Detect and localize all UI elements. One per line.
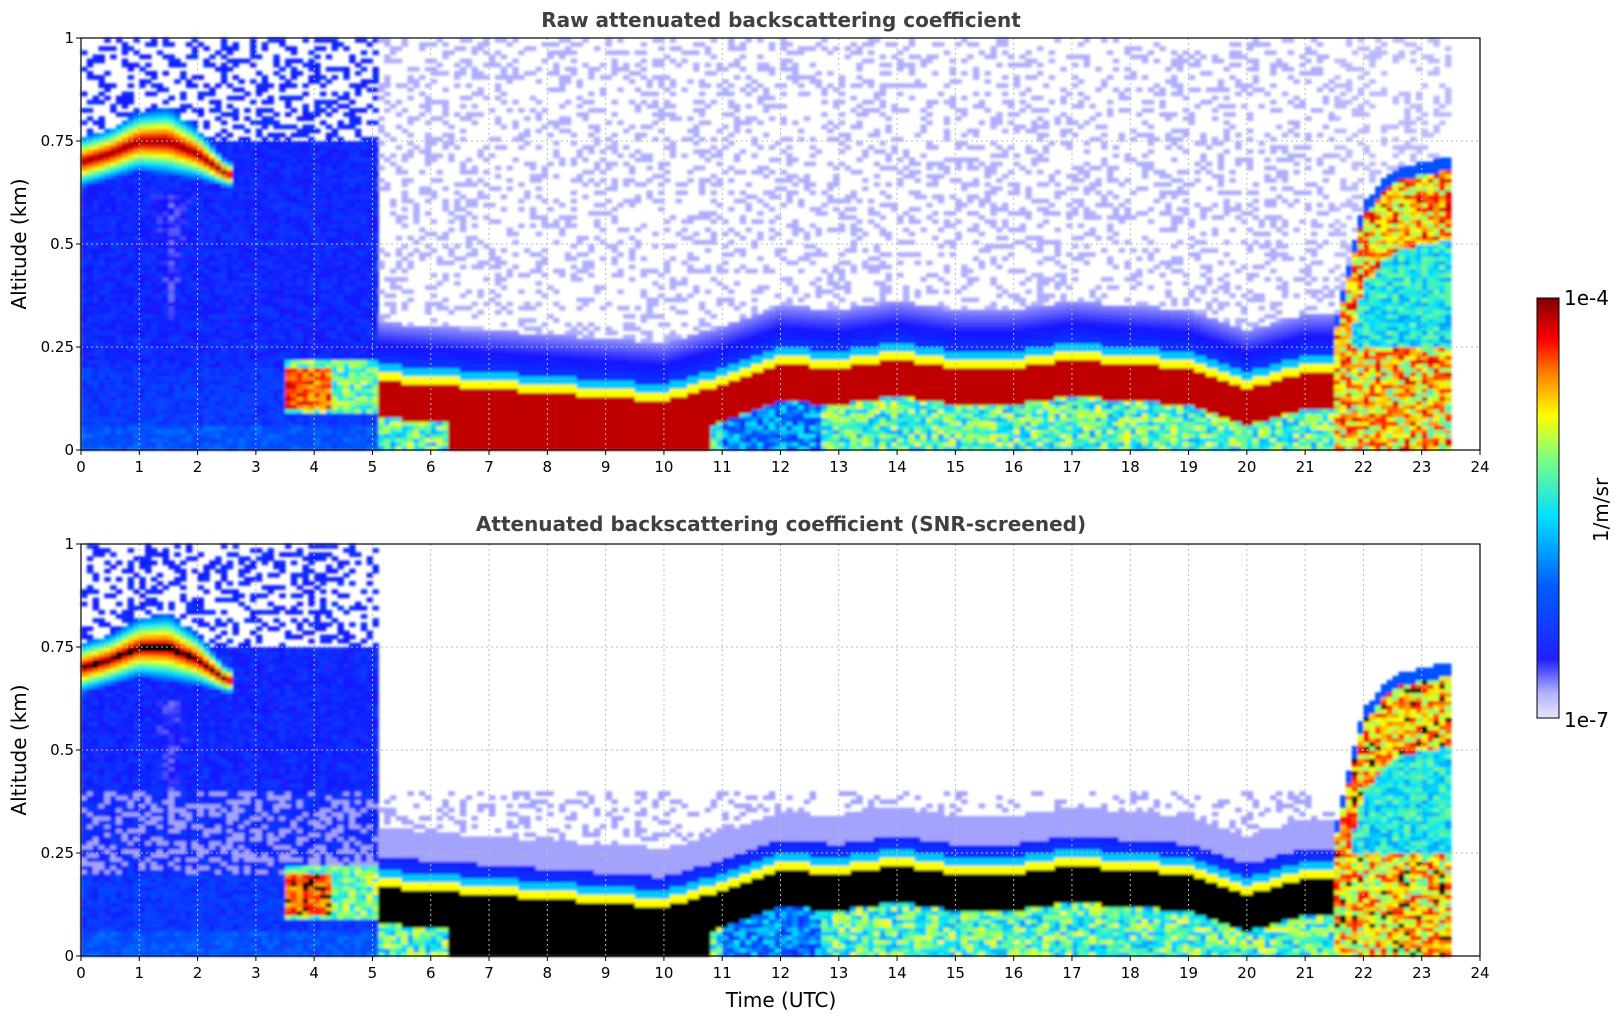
- x-tick-label: 22: [1354, 458, 1373, 476]
- y-tick-label: 1: [64, 29, 74, 47]
- x-tick-label: 6: [426, 964, 436, 982]
- x-tick-label: 12: [771, 458, 790, 476]
- raw-y-ticks: 0 0.25 0.5 0.75 1: [41, 29, 81, 459]
- screened-x-ticks: 0 1 2 3 4 5 6 7 8 9 10 11 12 13 14 15 16 17 18 19 20 21 22 23 24: [76, 956, 1489, 982]
- x-tick-label: 15: [946, 458, 965, 476]
- x-tick-label: 10: [654, 964, 673, 982]
- colorbar-max-label: 1e-4: [1564, 286, 1609, 310]
- x-tick-label: 9: [601, 964, 611, 982]
- raw-backscatter-panel: Raw attenuated backscattering coefficien…: [7, 8, 1490, 476]
- x-tick-label: 21: [1296, 458, 1315, 476]
- x-tick-label: 4: [309, 964, 319, 982]
- x-tick-label: 2: [193, 964, 203, 982]
- x-tick-label: 21: [1296, 964, 1315, 982]
- colorbar-scale: [1537, 298, 1559, 718]
- x-tick-label: 3: [251, 458, 261, 476]
- raw-panel-title: Raw attenuated backscattering coefficien…: [541, 8, 1021, 32]
- x-tick-label: 2: [193, 458, 203, 476]
- x-tick-label: 3: [251, 964, 261, 982]
- x-tick-label: 14: [888, 458, 907, 476]
- x-tick-label: 13: [829, 964, 848, 982]
- y-tick-label: 0.25: [41, 338, 74, 356]
- x-tick-label: 20: [1237, 458, 1256, 476]
- y-tick-label: 1: [64, 535, 74, 553]
- x-tick-label: 11: [713, 964, 732, 982]
- x-tick-label: 19: [1179, 458, 1198, 476]
- x-tick-label: 17: [1062, 458, 1081, 476]
- y-tick-label: 0.5: [50, 235, 74, 253]
- x-tick-label: 7: [484, 458, 494, 476]
- screened-y-ticks: 0 0.25 0.5 0.75 1: [41, 535, 81, 965]
- x-tick-label: 5: [368, 964, 378, 982]
- x-tick-label: 14: [888, 964, 907, 982]
- x-tick-label: 6: [426, 458, 436, 476]
- x-tick-label: 0: [76, 458, 86, 476]
- x-tick-label: 1: [135, 458, 145, 476]
- y-tick-label: 0.25: [41, 844, 74, 862]
- x-tick-label: 23: [1412, 458, 1431, 476]
- x-axis-label: Time (UTC): [725, 988, 837, 1012]
- y-tick-label: 0.75: [41, 132, 74, 150]
- x-tick-label: 18: [1121, 458, 1140, 476]
- screened-panel-title: Attenuated backscattering coefficient (S…: [476, 512, 1086, 536]
- screened-y-axis-label: Altitude (km): [7, 684, 31, 815]
- x-tick-label: 8: [543, 458, 553, 476]
- x-tick-label: 12: [771, 964, 790, 982]
- x-tick-label: 19: [1179, 964, 1198, 982]
- y-tick-label: 0: [64, 441, 74, 459]
- x-tick-label: 20: [1237, 964, 1256, 982]
- x-tick-label: 24: [1470, 458, 1489, 476]
- x-tick-label: 1: [135, 964, 145, 982]
- x-tick-label: 13: [829, 458, 848, 476]
- x-tick-label: 8: [543, 964, 553, 982]
- x-tick-label: 0: [76, 964, 86, 982]
- x-tick-label: 5: [368, 458, 378, 476]
- x-tick-label: 16: [1004, 458, 1023, 476]
- x-tick-label: 24: [1470, 964, 1489, 982]
- screened-backscatter-panel: Attenuated backscattering coefficient (S…: [7, 512, 1490, 1012]
- x-tick-label: 7: [484, 964, 494, 982]
- y-tick-label: 0: [64, 947, 74, 965]
- x-tick-label: 22: [1354, 964, 1373, 982]
- x-tick-label: 18: [1121, 964, 1140, 982]
- x-tick-label: 23: [1412, 964, 1431, 982]
- colorbar-unit-label: 1/m/sr: [1589, 477, 1613, 542]
- y-tick-label: 0.75: [41, 638, 74, 656]
- x-tick-label: 10: [654, 458, 673, 476]
- x-tick-label: 11: [713, 458, 732, 476]
- x-tick-label: 16: [1004, 964, 1023, 982]
- x-tick-label: 4: [309, 458, 319, 476]
- colorbar-min-label: 1e-7: [1564, 708, 1609, 732]
- raw-y-axis-label: Altitude (km): [7, 178, 31, 309]
- x-tick-label: 17: [1062, 964, 1081, 982]
- colorbar: 1e-4 1e-7 1/m/sr: [1537, 286, 1613, 732]
- x-tick-label: 9: [601, 458, 611, 476]
- x-tick-label: 15: [946, 964, 965, 982]
- y-tick-label: 0.5: [50, 741, 74, 759]
- raw-x-ticks: 0 1 2 3 4 5 6 7 8 9 10 11 12 13 14 15 16 17 18 19 20 21 22 23 24: [76, 450, 1489, 476]
